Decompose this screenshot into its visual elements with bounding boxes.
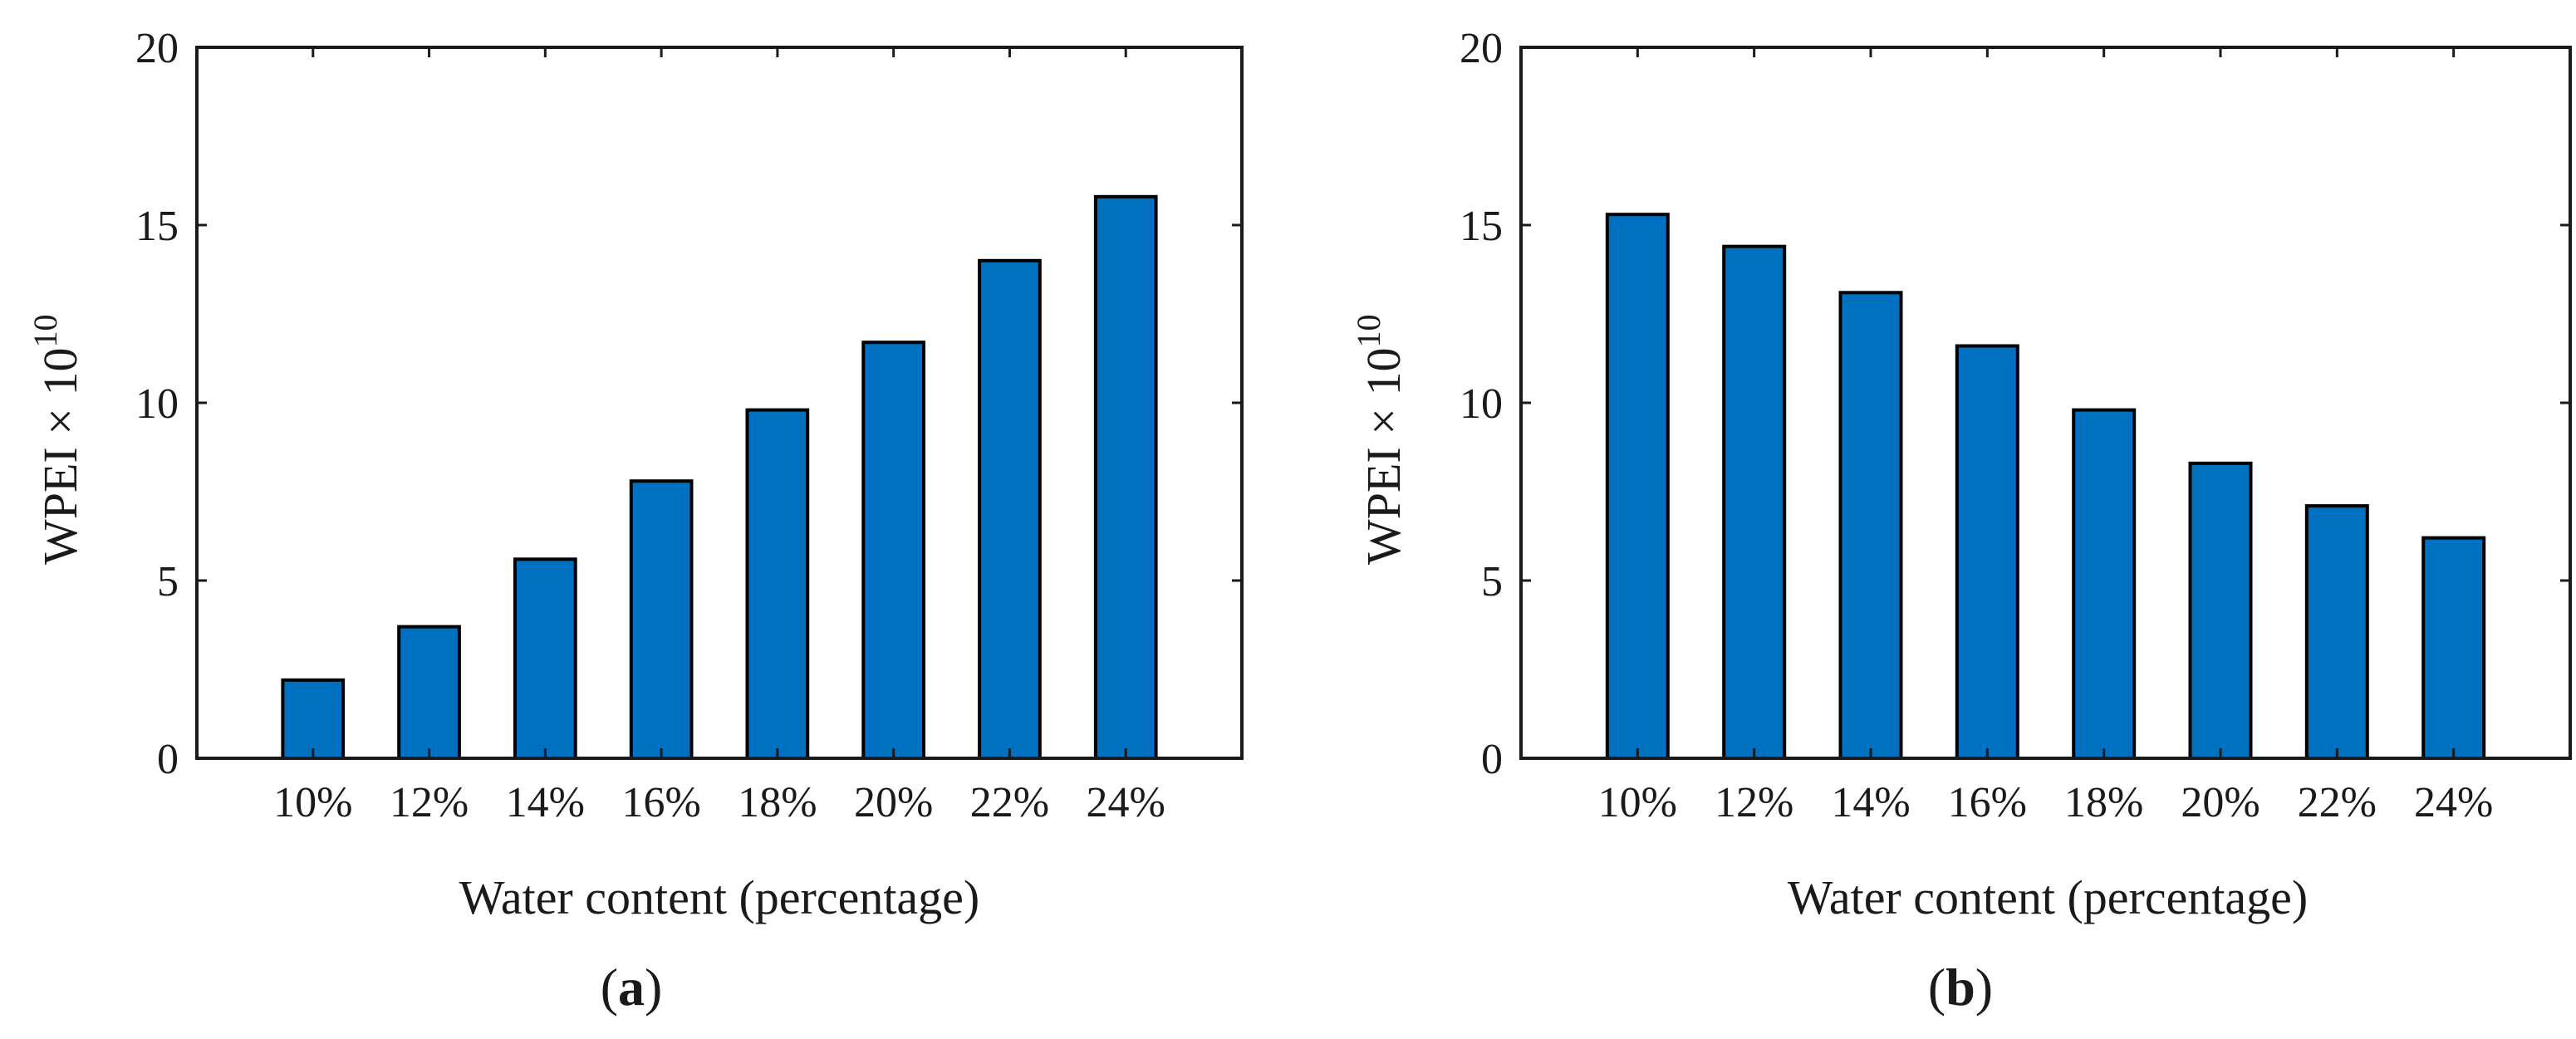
y-tick-label: 0 — [157, 736, 179, 783]
y-axis-label: WPEI × 1010 — [27, 315, 87, 565]
x-tick-label: 18% — [738, 779, 817, 826]
x-tick-label: 24% — [1087, 779, 1165, 826]
y-tick-label: 10 — [1460, 380, 1503, 428]
x-axis-label: Water content (percentage) — [1788, 870, 2309, 924]
plot-frame — [195, 46, 1244, 760]
chart-panel-b: WPEI × 1010 Water content (percentage) (… — [1350, 25, 2572, 1017]
x-tick-label: 10% — [1598, 779, 1677, 826]
y-tick-label: 20 — [135, 25, 179, 72]
x-tick-label: 24% — [2414, 779, 2493, 826]
y-tick-label: 0 — [1481, 736, 1503, 783]
y-axis-label: WPEI × 1010 — [1350, 315, 1411, 565]
x-tick-label: 14% — [1831, 779, 1910, 826]
y-tick-label: 20 — [1460, 25, 1503, 72]
bar-12pct — [1722, 244, 1787, 760]
panel-label-b: (b) — [1928, 958, 1993, 1017]
x-tick-label: 14% — [506, 779, 585, 826]
y-tick-label: 5 — [1481, 558, 1503, 605]
x-tick-label: 12% — [1715, 779, 1793, 826]
bar-24pct — [2421, 536, 2486, 760]
x-tick-label: 10% — [273, 779, 352, 826]
panel-label-open-paren: ( — [1928, 958, 1945, 1017]
panel-label-a: (a) — [601, 958, 663, 1017]
x-tick-label: 20% — [854, 779, 933, 826]
bar-24pct — [1093, 194, 1158, 761]
bar-10pct — [281, 678, 346, 760]
panel-label-letter: a — [618, 958, 645, 1017]
x-tick-label: 16% — [1948, 779, 2027, 826]
bar-10pct — [1605, 213, 1670, 760]
y-axis-label-text: WPEI × 10 — [1357, 348, 1411, 565]
x-tick-label: 16% — [621, 779, 700, 826]
y-tick-label: 15 — [1460, 203, 1503, 250]
bar-22pct — [978, 258, 1042, 760]
bar-14pct — [513, 557, 577, 760]
y-tick-label: 5 — [157, 558, 179, 605]
y-axis-label-exponent: 10 — [1350, 315, 1387, 348]
panel-label-close-paren: ) — [645, 958, 662, 1017]
bar-12pct — [397, 625, 461, 760]
y-axis-label-text: WPEI × 10 — [33, 348, 87, 565]
y-tick-label: 10 — [135, 380, 179, 428]
panel-label-close-paren: ) — [1975, 958, 1993, 1017]
x-tick-label: 20% — [2181, 779, 2260, 826]
x-tick-label: 12% — [390, 779, 469, 826]
y-axis-label-exponent: 10 — [27, 315, 64, 348]
x-axis-label: Water content (percentage) — [459, 870, 980, 924]
bar-18pct — [2072, 408, 2137, 760]
bar-16pct — [1955, 344, 2019, 760]
y-tick-label: 15 — [135, 203, 179, 250]
x-tick-label: 18% — [2064, 779, 2143, 826]
x-tick-label: 22% — [970, 779, 1049, 826]
bar-16pct — [629, 479, 694, 760]
bar-14pct — [1838, 291, 1903, 760]
bar-20pct — [2188, 461, 2253, 760]
svg-text:WPEI × 1010: WPEI × 1010 — [27, 315, 87, 565]
x-tick-label: 22% — [2298, 779, 2377, 826]
panel-label-letter: b — [1945, 958, 1975, 1017]
bar-18pct — [745, 408, 810, 760]
svg-text:WPEI × 1010: WPEI × 1010 — [1350, 315, 1411, 565]
chart-panel-a: WPEI × 1010 Water content (percentage) (… — [27, 25, 1244, 1017]
bar-22pct — [2304, 504, 2369, 760]
plot-frame — [1519, 46, 2572, 760]
bar-20pct — [861, 341, 926, 760]
panel-label-open-paren: ( — [601, 958, 618, 1017]
